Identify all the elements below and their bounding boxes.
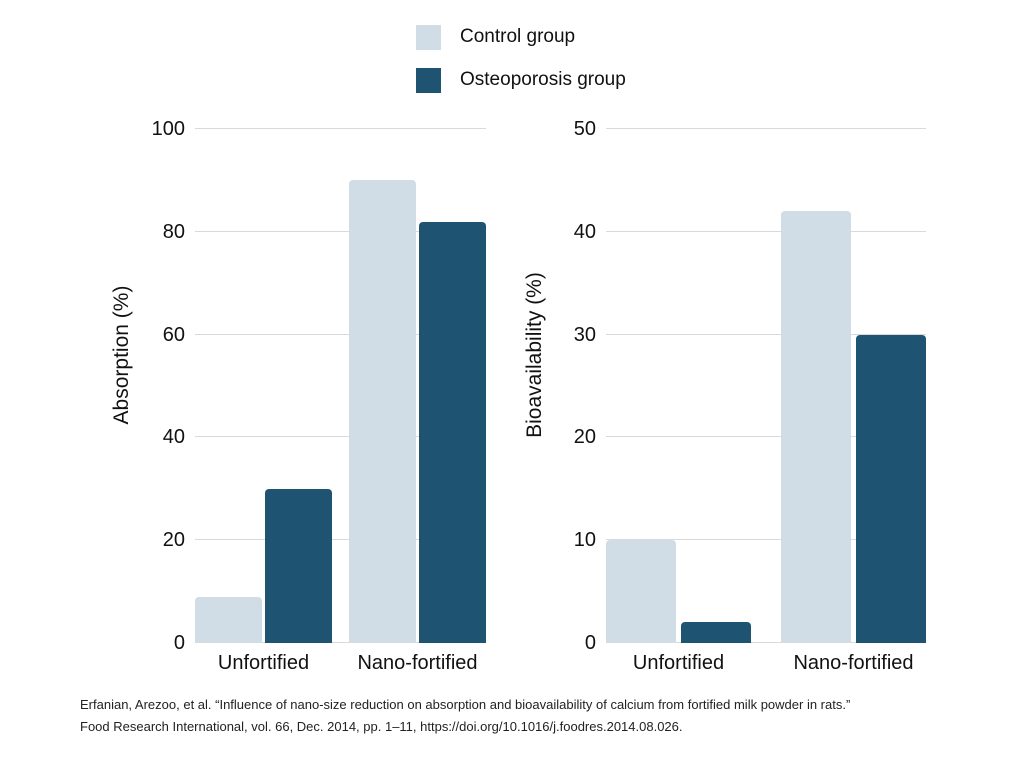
bar-group: Nano-fortified <box>781 211 926 674</box>
bar-control-group-nano-fortified <box>781 211 851 643</box>
gridline <box>195 539 486 540</box>
y-tick-label: 10 <box>573 529 596 551</box>
x-category-label: Nano-fortified <box>793 652 914 674</box>
y-tick-label: 0 <box>173 632 185 654</box>
citation-line-1: Erfanian, Arezoo, et al. “Influence of n… <box>80 697 851 712</box>
y-tick-label: 80 <box>162 221 185 243</box>
plot-area-absorption: 0 20 40 60 80 100 Unfortified Nano-fortified <box>152 118 486 674</box>
gridline <box>195 436 486 437</box>
legend-item: Control group <box>416 24 626 50</box>
gridline <box>606 128 926 129</box>
bar-group: Nano-fortified <box>349 180 486 674</box>
bar-group: Unfortified <box>195 489 332 674</box>
gridline <box>606 539 926 540</box>
y-tick-label: 40 <box>573 221 596 243</box>
bars-container: Unfortified Nano-fortified <box>195 129 486 674</box>
y-axis-label-bioavailability: Bioavailability (%) <box>523 272 546 438</box>
bar-control-group-nano-fortified <box>349 180 416 643</box>
gridline <box>606 436 926 437</box>
y-axis-label-absorption: Absorption (%) <box>110 285 133 425</box>
legend-item: Osteoporosis group <box>416 67 626 93</box>
gridline <box>606 231 926 232</box>
gridline <box>195 231 486 232</box>
y-tick-label: 40 <box>162 426 185 448</box>
bar-osteoporosis-group-unfortified <box>265 489 332 643</box>
bar-osteoporosis-group-nano-fortified <box>419 222 486 643</box>
bar-control-group-unfortified <box>195 597 262 643</box>
y-tick-label: 20 <box>573 426 596 448</box>
gridline <box>606 642 926 643</box>
gridline <box>195 334 486 335</box>
x-category-label: Nano-fortified <box>357 652 478 674</box>
y-tick-label: 20 <box>162 529 185 551</box>
citation: Erfanian, Arezoo, et al. “Influence of n… <box>80 694 850 738</box>
gridline <box>606 334 926 335</box>
bar-osteoporosis-group-nano-fortified <box>856 335 926 643</box>
x-category-label: Unfortified <box>632 652 725 674</box>
chart-legend: Control group Osteoporosis group <box>416 24 626 110</box>
gridline <box>195 642 486 643</box>
bar-group: Unfortified <box>606 540 751 674</box>
legend-label: Osteoporosis group <box>460 69 626 90</box>
plot-area-bioavailability: 0 10 20 30 40 50 Unfortified Nano-fortified <box>574 118 926 674</box>
citation-line-2: Food Research International, vol. 66, De… <box>80 719 683 734</box>
legend-swatch-icon <box>416 24 441 50</box>
y-tick-label: 30 <box>573 324 596 346</box>
gridline <box>195 128 486 129</box>
y-tick-label: 0 <box>584 632 596 654</box>
y-tick-label: 50 <box>573 118 596 140</box>
y-tick-label: 60 <box>162 324 185 346</box>
bars-container: Unfortified Nano-fortified <box>606 129 926 674</box>
y-tick-label: 100 <box>151 118 185 140</box>
bar-osteoporosis-group-unfortified <box>681 622 751 643</box>
legend-label: Control group <box>460 26 576 47</box>
x-category-label: Unfortified <box>217 652 310 674</box>
legend-swatch-icon <box>416 67 441 93</box>
bar-control-group-unfortified <box>606 540 676 643</box>
